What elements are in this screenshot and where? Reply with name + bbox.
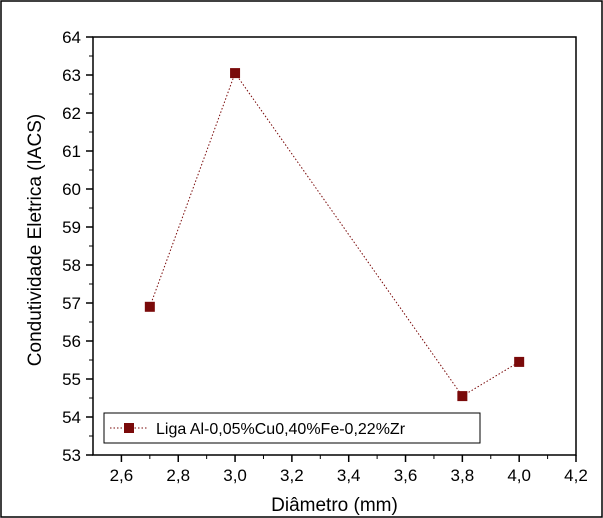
y-tick-label: 60 bbox=[62, 180, 81, 199]
y-tick-label: 58 bbox=[62, 256, 81, 275]
legend-marker bbox=[124, 423, 134, 433]
y-tick-label: 54 bbox=[62, 408, 81, 427]
x-tick-label: 2,6 bbox=[110, 466, 134, 485]
series-layer bbox=[144, 68, 525, 402]
legend: Liga Al-0,05%Cu0,40%Fe-0,22%Zr bbox=[103, 412, 481, 444]
y-tick-label: 62 bbox=[62, 104, 81, 123]
y-tick-label: 56 bbox=[62, 332, 81, 351]
x-tick-label: 2,8 bbox=[166, 466, 190, 485]
legend-label: Liga Al-0,05%Cu0,40%Fe-0,22%Zr bbox=[156, 421, 406, 438]
x-tick-label: 3,0 bbox=[223, 466, 247, 485]
y-axis-title: Condutividade Eletrica (IACS) bbox=[25, 114, 46, 366]
x-tick-label: 4,2 bbox=[564, 466, 588, 485]
y-tick-label: 64 bbox=[62, 28, 81, 47]
y-tick-label: 59 bbox=[62, 218, 81, 237]
x-tick-label: 3,2 bbox=[280, 466, 304, 485]
data-point bbox=[457, 391, 468, 402]
x-tick-label: 3,6 bbox=[394, 466, 418, 485]
y-tick-label: 55 bbox=[62, 370, 81, 389]
x-axis-ticks: 2,6 2,8 3,0 3,2 3,4 3,6 3,8 4,0 4,2 bbox=[110, 455, 588, 485]
x-tick-label: 3,8 bbox=[451, 466, 475, 485]
y-tick-label: 61 bbox=[62, 142, 81, 161]
y-tick-label: 57 bbox=[62, 294, 81, 313]
data-point bbox=[230, 68, 241, 79]
x-tick-label: 4,0 bbox=[507, 466, 531, 485]
legend-box bbox=[103, 412, 481, 444]
y-tick-label: 63 bbox=[62, 66, 81, 85]
x-tick-label: 3,4 bbox=[337, 466, 361, 485]
y-tick-label: 53 bbox=[62, 446, 81, 465]
x-axis-title: Diâmetro (mm) bbox=[271, 495, 398, 516]
y-axis-ticks: 53 54 55 56 57 58 59 60 61 62 63 64 bbox=[62, 28, 93, 465]
series-line bbox=[149, 72, 520, 397]
data-point bbox=[144, 301, 155, 312]
data-point bbox=[514, 356, 525, 367]
